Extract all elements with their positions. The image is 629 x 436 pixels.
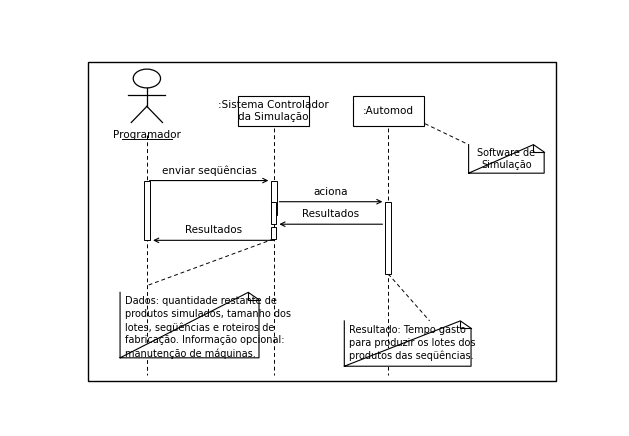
Text: aciona: aciona — [314, 187, 348, 197]
Polygon shape — [469, 145, 544, 173]
Bar — [271, 227, 276, 238]
Text: Resultados: Resultados — [303, 209, 359, 219]
Text: Dados: quantidade restante de
produtos simulados, tamanho dos
lotes, seqüências : Dados: quantidade restante de produtos s… — [125, 296, 291, 359]
Text: :Automod: :Automod — [363, 106, 414, 116]
Bar — [353, 96, 423, 126]
Text: :Sistema Controlador
da Simulação: :Sistema Controlador da Simulação — [218, 100, 329, 122]
Bar — [238, 96, 309, 126]
Bar — [270, 181, 277, 215]
Text: Resultados: Resultados — [185, 225, 242, 235]
Text: Programador: Programador — [113, 129, 181, 140]
Text: enviar seqüências: enviar seqüências — [162, 165, 257, 176]
Bar — [271, 202, 276, 224]
Text: Resultado: Tempo gasto
para produzir os lotes dos
produtos das seqüências.: Resultado: Tempo gasto para produzir os … — [349, 325, 476, 361]
Polygon shape — [344, 321, 471, 366]
Bar — [385, 202, 391, 274]
Bar — [143, 181, 150, 240]
Text: Software de
Simulação: Software de Simulação — [477, 148, 535, 170]
Circle shape — [133, 69, 160, 88]
Polygon shape — [120, 293, 259, 358]
